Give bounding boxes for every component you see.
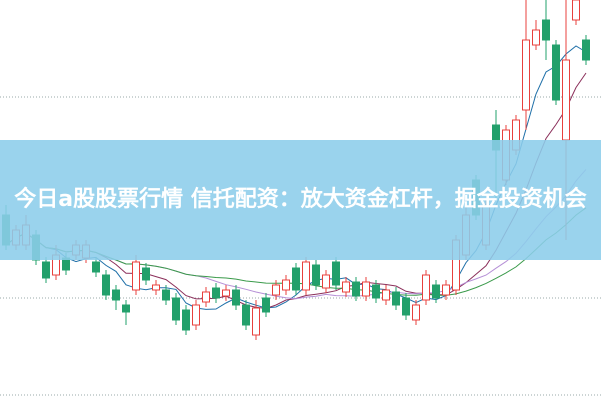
candle-up (152, 284, 160, 291)
title-banner: 今日a股股票行情 信托配资：放大资金杠杆，掘金投资机会 (0, 140, 601, 260)
candle-up (412, 304, 420, 321)
candle-down (212, 287, 220, 299)
candle-down (182, 309, 190, 331)
candle-up (422, 274, 430, 301)
candle-down (42, 261, 50, 279)
candle-down (582, 39, 590, 61)
candle-down (352, 281, 360, 297)
candle-down (112, 289, 120, 301)
candle-down (102, 274, 110, 296)
candle-down (262, 297, 270, 313)
candle-down (312, 264, 320, 286)
candle-up (442, 284, 450, 296)
candle-up (522, 39, 530, 111)
candle-down (162, 289, 170, 301)
candle-up (532, 29, 540, 46)
candle-up (252, 307, 260, 336)
candle-down (292, 267, 300, 291)
candle-down (542, 19, 550, 41)
candle-down (172, 297, 180, 321)
candle-up (362, 281, 370, 297)
candle-up (302, 261, 310, 291)
candle-up (572, 0, 580, 21)
candle-down (142, 267, 150, 281)
candle-up (562, 59, 570, 141)
candle-down (402, 297, 410, 316)
candle-up (222, 289, 230, 297)
candle-down (552, 44, 560, 101)
candle-down (372, 284, 380, 299)
candle-down (332, 261, 340, 286)
candle-down (242, 304, 250, 326)
candle-down (122, 304, 130, 313)
candle-up (192, 304, 200, 326)
candle-up (382, 289, 390, 301)
candle-up (272, 284, 280, 296)
candle-up (342, 281, 350, 293)
candle-down (432, 284, 440, 299)
candle-up (322, 274, 330, 289)
candle-up (282, 279, 290, 291)
article-title: 今日a股股票行情 信托配资：放大资金杠杆，掘金投资机会 (14, 187, 587, 212)
candle-down (92, 261, 100, 273)
candle-down (232, 289, 240, 306)
candle-up (202, 291, 210, 303)
candle-down (392, 291, 400, 306)
candle-up (132, 261, 140, 291)
